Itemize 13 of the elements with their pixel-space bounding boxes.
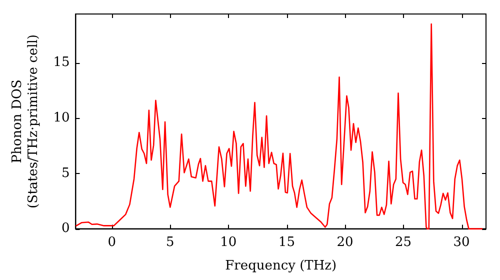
x-tick-label: 30 [453, 234, 470, 250]
y-tick-label: 10 [53, 110, 70, 126]
x-tick-label: 15 [278, 234, 295, 250]
x-tick-label: 20 [336, 234, 354, 250]
y-tick-label: 5 [61, 166, 70, 181]
y-tick-label: 0 [61, 221, 70, 236]
x-tick-label: 25 [394, 234, 412, 250]
x-tick-label: 10 [220, 234, 237, 250]
x-axis-title: Frequency (THz) [225, 258, 337, 274]
y-axis-title: Phonon DOS (States/THz·primitive cell) [10, 34, 41, 208]
y-tick-label: 15 [53, 55, 70, 70]
x-tick-label: 0 [108, 234, 116, 250]
x-tick-label: 5 [166, 234, 174, 250]
